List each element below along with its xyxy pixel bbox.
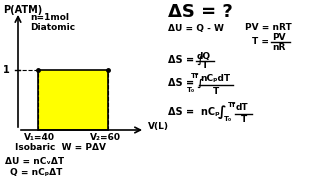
Text: PV = nRT: PV = nRT bbox=[245, 24, 292, 33]
Text: dQ: dQ bbox=[197, 51, 211, 60]
Text: Tf: Tf bbox=[191, 73, 199, 79]
Text: ΔS = ∫: ΔS = ∫ bbox=[168, 55, 204, 65]
Text: ΔS = ?: ΔS = ? bbox=[168, 3, 233, 21]
Text: Tf: Tf bbox=[228, 102, 236, 108]
Text: T: T bbox=[202, 62, 208, 71]
Text: T: T bbox=[241, 116, 247, 125]
Text: ΔU = Q - W: ΔU = Q - W bbox=[168, 24, 224, 33]
Text: Diatomic: Diatomic bbox=[30, 24, 75, 33]
Text: ∫: ∫ bbox=[218, 105, 227, 119]
Text: PV: PV bbox=[272, 33, 286, 42]
Text: T: T bbox=[213, 87, 219, 96]
Text: V₂=60: V₂=60 bbox=[90, 134, 121, 143]
Text: 1: 1 bbox=[3, 65, 10, 75]
Text: Q = nCₚΔT: Q = nCₚΔT bbox=[10, 168, 62, 177]
Text: T =: T = bbox=[252, 37, 272, 46]
Text: Isobaric  W = PΔV: Isobaric W = PΔV bbox=[15, 143, 106, 152]
Text: T₀: T₀ bbox=[187, 87, 195, 93]
Text: dT: dT bbox=[236, 103, 249, 112]
Text: ΔS =  nCₚ: ΔS = nCₚ bbox=[168, 107, 220, 117]
Text: nCₚdT: nCₚdT bbox=[200, 75, 230, 84]
Text: P(ATM): P(ATM) bbox=[3, 5, 42, 15]
Text: ΔS = ∫: ΔS = ∫ bbox=[168, 78, 204, 88]
Bar bbox=[38, 70, 108, 130]
Text: ΔU = nCᵥΔT: ΔU = nCᵥΔT bbox=[5, 158, 64, 166]
Text: T₀: T₀ bbox=[224, 116, 232, 122]
Text: nR: nR bbox=[272, 42, 285, 51]
Text: V₁=40: V₁=40 bbox=[24, 134, 55, 143]
Text: V(L): V(L) bbox=[148, 122, 169, 130]
Text: n=1mol: n=1mol bbox=[30, 14, 69, 22]
